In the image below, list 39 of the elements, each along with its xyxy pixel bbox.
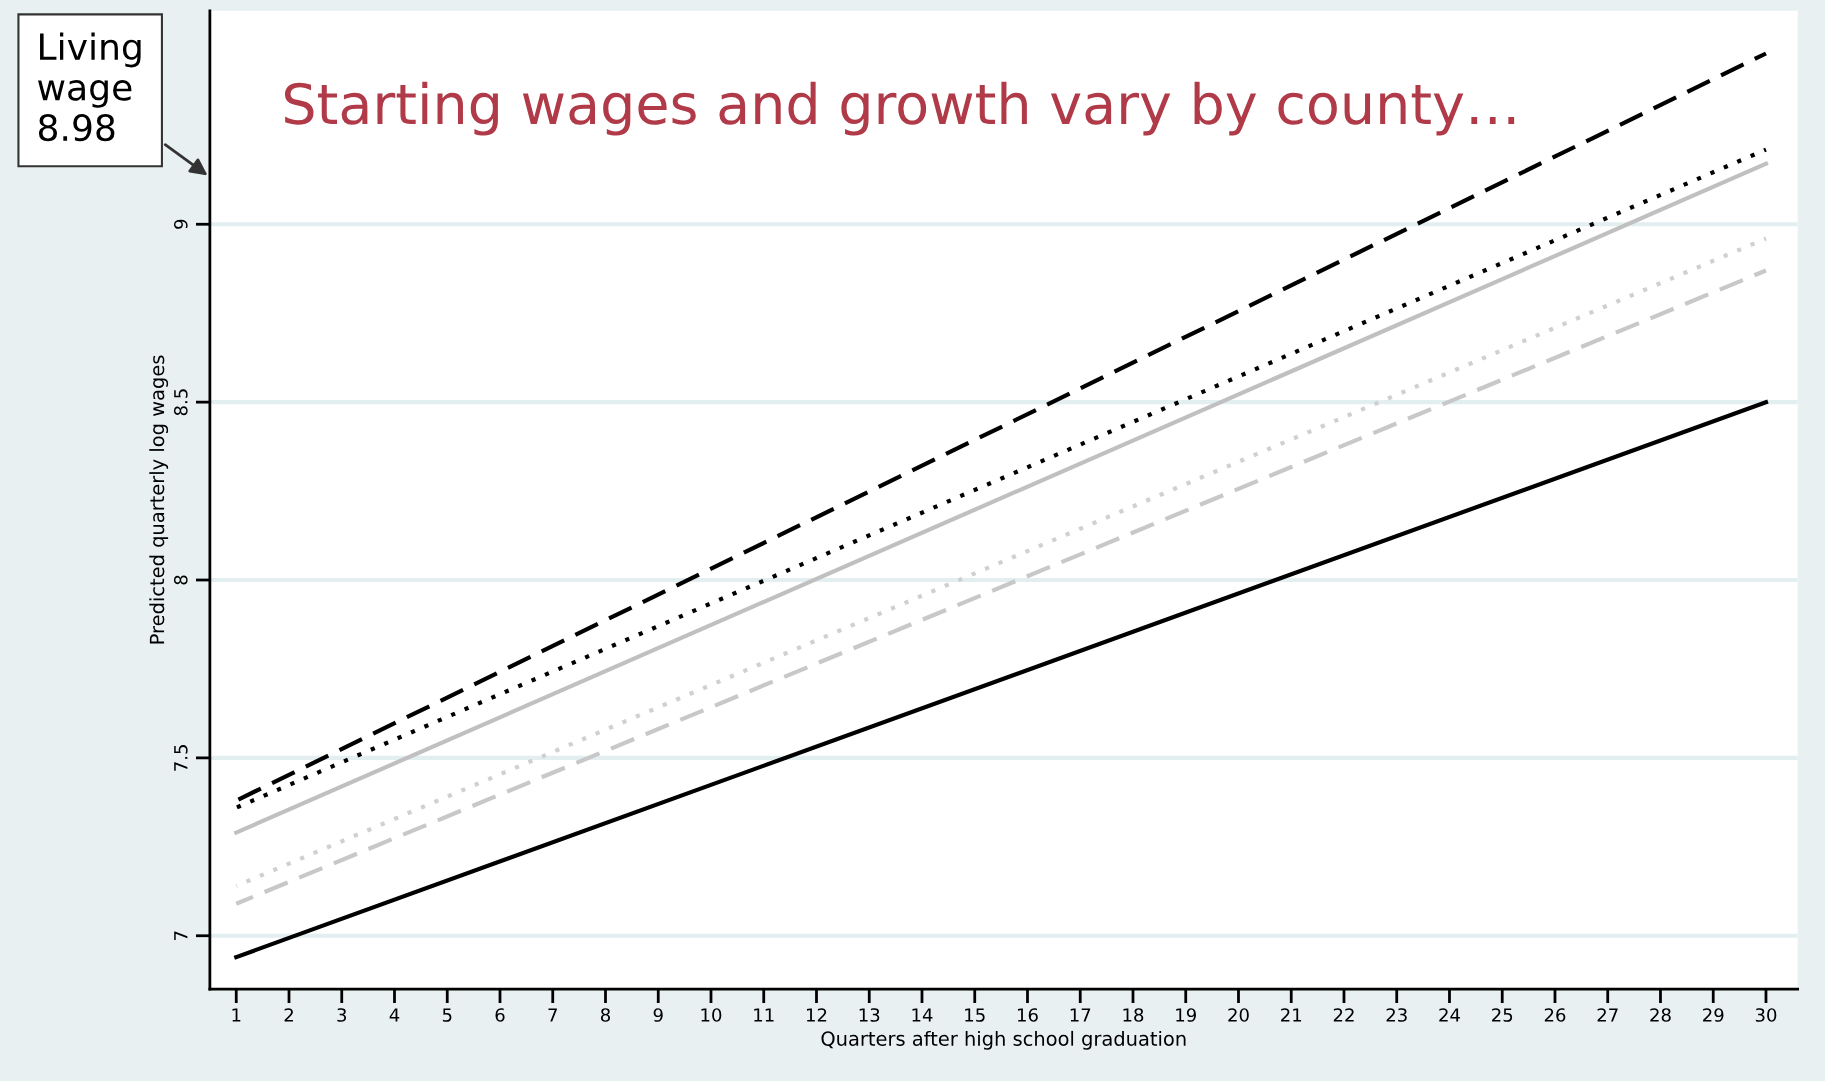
y-tick-label: 9 bbox=[173, 219, 188, 229]
x-tick-label: 9 bbox=[653, 1008, 663, 1022]
y-tick-label: 8.5 bbox=[173, 389, 188, 416]
y-axis-title: Predicted quarterly log wages bbox=[149, 355, 169, 644]
x-tick-label: 11 bbox=[754, 1008, 774, 1022]
x-tick-label: 12 bbox=[806, 1008, 827, 1022]
x-tick-label: 21 bbox=[1281, 1008, 1302, 1022]
x-tick-label: 30 bbox=[1755, 1008, 1777, 1022]
x-tick-label: 8 bbox=[600, 1008, 610, 1022]
x-tick-label: 20 bbox=[1228, 1008, 1249, 1022]
y-tick-label: 7 bbox=[174, 931, 188, 941]
x-tick-label: 24 bbox=[1439, 1008, 1460, 1022]
x-tick-label: 15 bbox=[965, 1008, 985, 1022]
x-tick-label: 1 bbox=[232, 1008, 241, 1022]
text: Living wage 8.98 bbox=[38, 32, 141, 142]
x-tick-label: 10 bbox=[701, 1008, 722, 1022]
x-axis-title: Quarters after high school graduation bbox=[821, 1030, 1186, 1050]
x-tick-label: 27 bbox=[1597, 1008, 1618, 1022]
x-tick-label: 2 bbox=[284, 1008, 293, 1022]
x-tick-label: 23 bbox=[1386, 1008, 1407, 1022]
x-tick-label: 25 bbox=[1492, 1008, 1513, 1022]
y-tick-label: 7.5 bbox=[174, 745, 188, 771]
x-tick-label: 7 bbox=[548, 1008, 557, 1022]
y-tick-label: 8 bbox=[173, 575, 188, 585]
x-tick-label: 14 bbox=[912, 1008, 933, 1022]
x-tick-label: 19 bbox=[1176, 1008, 1196, 1022]
x-tick-label: 16 bbox=[1017, 1008, 1038, 1022]
x-tick-label: 17 bbox=[1070, 1008, 1091, 1022]
x-tick-label: 22 bbox=[1333, 1008, 1354, 1022]
x-tick-label: 6 bbox=[495, 1008, 505, 1022]
x-tick-label: 5 bbox=[442, 1008, 452, 1022]
x-tick-label: 13 bbox=[859, 1008, 880, 1022]
x-tick-label: 28 bbox=[1650, 1008, 1671, 1022]
annotation: Starting wages and growth vary by county… bbox=[284, 81, 1515, 136]
x-tick-label: 3 bbox=[337, 1008, 347, 1022]
x-tick-label: 29 bbox=[1703, 1008, 1724, 1022]
x-tick-label: 18 bbox=[1123, 1008, 1144, 1022]
x-tick-label: 4 bbox=[389, 1008, 400, 1022]
x-tick-label: 26 bbox=[1544, 1008, 1566, 1022]
